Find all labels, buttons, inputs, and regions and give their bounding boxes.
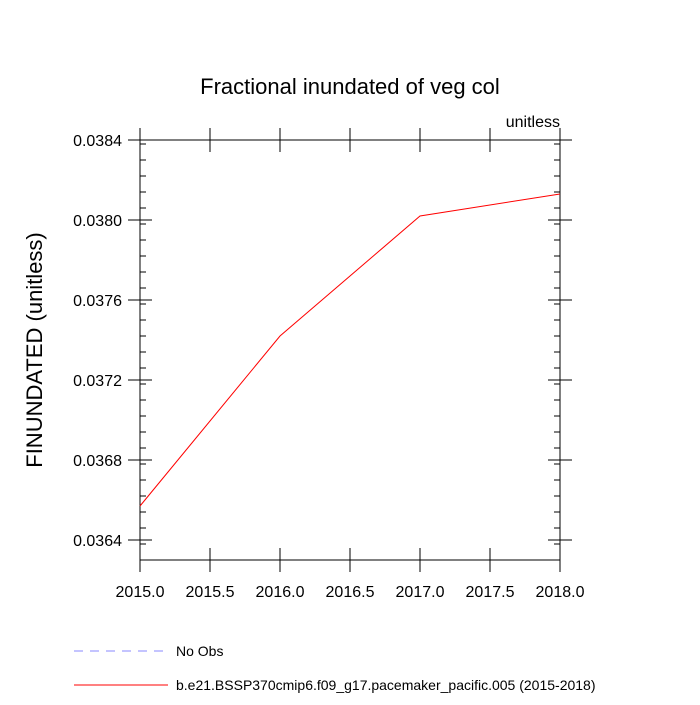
y-tick-label: 0.0364 bbox=[73, 533, 122, 550]
legend-label-1: b.e21.BSSP370cmip6.f09_g17.pacemaker_pac… bbox=[176, 677, 596, 693]
series-layer bbox=[139, 193, 561, 507]
x-tick-label: 2018.0 bbox=[536, 584, 585, 601]
legend: No Obs b.e21.BSSP370cmip6.f09_g17.pacemak… bbox=[74, 643, 596, 693]
x-tick-label: 2017.0 bbox=[396, 584, 445, 601]
y-tick-label: 0.0380 bbox=[73, 213, 122, 230]
y-axis-label: FINUNDATED (unitless) bbox=[22, 232, 47, 468]
x-tick-label: 2015.5 bbox=[186, 584, 235, 601]
y-tick-label: 0.0368 bbox=[73, 453, 122, 470]
y-tick-label: 0.0372 bbox=[73, 373, 122, 390]
chart-title: Fractional inundated of veg col bbox=[200, 74, 500, 99]
series-line-0 bbox=[139, 193, 561, 507]
axes: 2015.0 2015.5 2016.0 2016.5 2017.0 2017.5 2018… bbox=[73, 128, 585, 601]
x-tick-label: 2015.0 bbox=[116, 584, 165, 601]
x-tick-label: 2016.0 bbox=[256, 584, 305, 601]
legend-label-0: No Obs bbox=[176, 643, 223, 659]
x-tick-label: 2016.5 bbox=[326, 584, 375, 601]
x-tick-label: 2017.5 bbox=[466, 584, 515, 601]
y-tick-label: 0.0384 bbox=[73, 133, 122, 150]
plot-frame bbox=[139, 139, 561, 561]
y-tick-label: 0.0376 bbox=[73, 293, 122, 310]
units-label: unitless bbox=[506, 114, 560, 131]
